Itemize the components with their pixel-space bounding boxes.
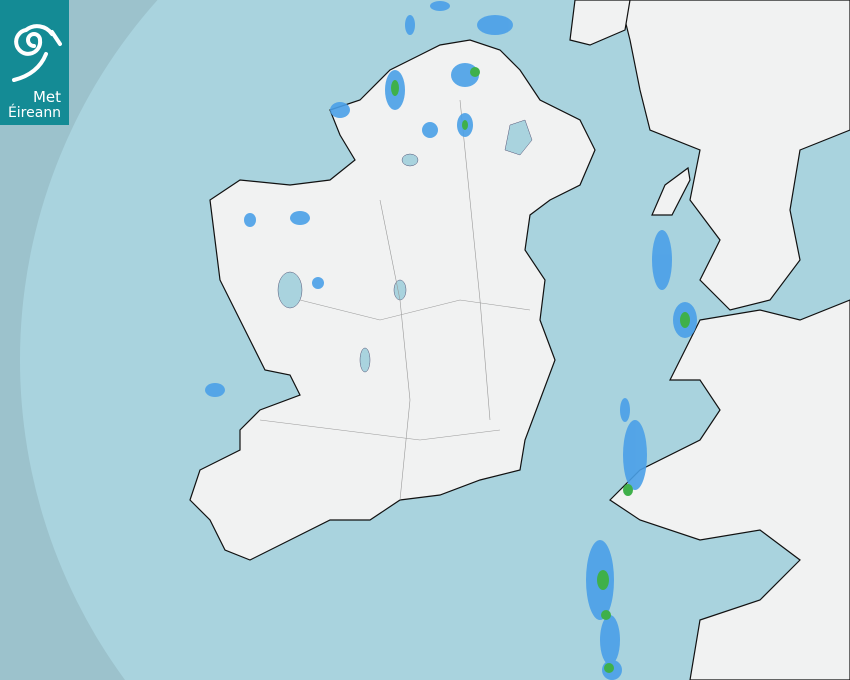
lake: [401, 153, 419, 167]
moderate-rain-echoes: [391, 67, 690, 673]
land: [189, 0, 850, 680]
ireland: [189, 39, 596, 561]
logo-text-eireann: Éireann: [7, 105, 62, 121]
county-borders: [259, 99, 531, 501]
lake: [393, 279, 407, 301]
lake: [359, 347, 371, 373]
radar-echoes: [205, 1, 697, 680]
spiral-wind-icon: [12, 24, 62, 82]
england-wales: [609, 299, 850, 680]
scotland: [619, 0, 850, 311]
lake: [277, 271, 303, 309]
logo-text-met: Met: [32, 88, 61, 106]
kintyre: [569, 0, 631, 46]
met-eireann-logo: Met Éireann: [0, 0, 69, 125]
isle-of-man: [651, 166, 691, 216]
lakes: [277, 119, 533, 373]
lough-neagh: [504, 119, 533, 156]
